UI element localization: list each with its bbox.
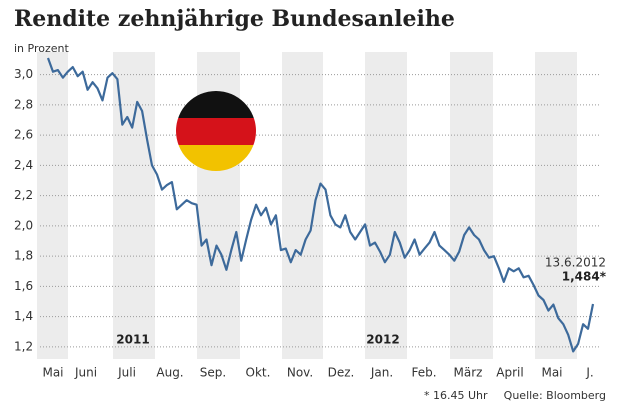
chart-title: Rendite zehnjährige Bundesanleihe [14,6,455,32]
x-tick-label: Juni [74,366,97,380]
x-tick-label: Nov. [287,366,313,380]
y-tick-label: 2,2 [14,188,33,202]
month-band [535,52,577,359]
x-tick-label: Mai [42,366,63,380]
y-tick-label: 2,6 [14,128,33,142]
x-tick-label: Dez. [328,366,355,380]
x-tick-label: Jan. [370,366,393,380]
grid [40,74,600,348]
month-band [37,52,68,359]
year-label: 2011 [116,333,149,347]
y-tick-label: 3,0 [14,67,33,81]
source: Quelle: Bloomberg [504,389,606,402]
month-band [365,52,407,359]
month-band [282,52,323,359]
x-tick-label: März [454,366,483,380]
y-tick-label: 2,4 [14,158,33,172]
x-tick-label: J. [585,366,593,380]
month-band [450,52,493,359]
y-tick-label: 2,0 [14,218,33,232]
x-tick-label: Mai [541,366,562,380]
y-tick-label: 1,6 [14,279,33,293]
x-tick-label: Juli [117,366,136,380]
y-tick-label: 1,8 [14,249,33,263]
x-tick-label: Sep. [200,366,226,380]
y-tick-label: 1,4 [14,309,33,323]
x-tick-label: Okt. [246,366,271,380]
flag-icon [176,91,256,171]
x-tick-label: Feb. [411,366,436,380]
subtitle: in Prozent [14,42,69,55]
y-tick-label: 1,2 [14,339,33,353]
year-label: 2012 [366,333,399,347]
y-tick-label: 2,8 [14,97,33,111]
annotation-date: 13.6.2012 [545,256,606,270]
annotation-value: 1,484* [562,270,607,284]
footnote: * 16.45 Uhr [424,389,488,402]
x-tick-label: April [496,366,523,380]
data-line [46,57,595,353]
x-tick-label: Aug. [156,366,183,380]
month-bands [37,52,577,359]
